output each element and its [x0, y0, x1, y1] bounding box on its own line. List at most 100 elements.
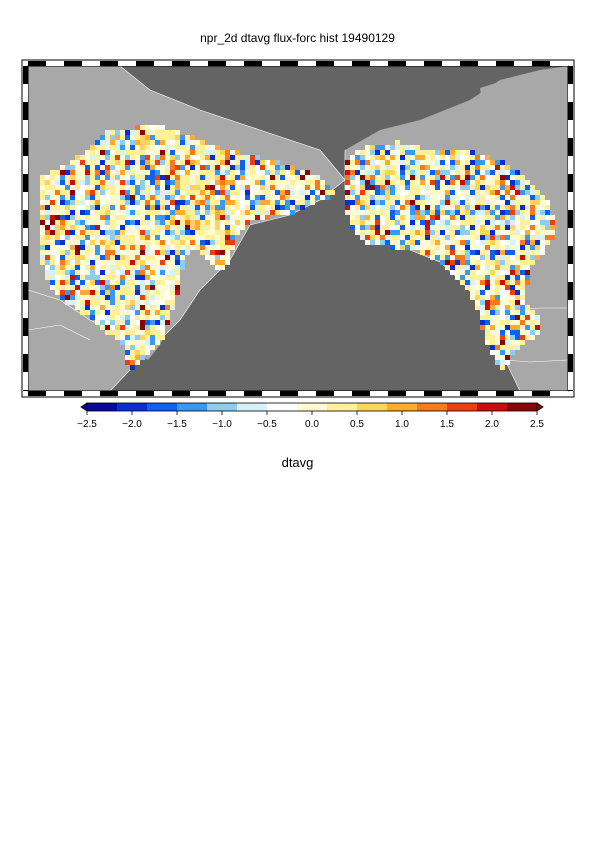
grid-cell	[60, 190, 65, 195]
grid-cell	[170, 230, 175, 235]
grid-cell	[500, 205, 505, 210]
grid-cell	[40, 225, 45, 230]
colorbar-max-arrow	[536, 402, 544, 412]
grid-cell	[510, 275, 515, 280]
grid-cell	[65, 280, 70, 285]
grid-cell	[85, 195, 90, 200]
grid-cell	[120, 325, 125, 330]
grid-cell	[145, 190, 150, 195]
grid-cell	[150, 135, 155, 140]
grid-cell	[115, 265, 120, 270]
grid-cell	[280, 165, 285, 170]
grid-cell	[460, 175, 465, 180]
grid-cell	[210, 220, 215, 225]
grid-cell	[255, 190, 260, 195]
grid-cell	[520, 205, 525, 210]
grid-cell	[60, 175, 65, 180]
grid-cell	[505, 215, 510, 220]
grid-cell	[360, 205, 365, 210]
grid-cell	[80, 160, 85, 165]
grid-cell	[530, 235, 535, 240]
grid-cell	[440, 180, 445, 185]
grid-cell	[420, 205, 425, 210]
grid-cell	[490, 180, 495, 185]
grid-cell	[45, 205, 50, 210]
grid-cell	[190, 195, 195, 200]
grid-cell	[490, 200, 495, 205]
grid-cell	[175, 145, 180, 150]
grid-cell	[345, 180, 350, 185]
grid-cell	[515, 295, 520, 300]
grid-cell	[95, 195, 100, 200]
grid-cell	[90, 175, 95, 180]
grid-cell	[535, 215, 540, 220]
grid-cell	[515, 285, 520, 290]
grid-cell	[430, 230, 435, 235]
grid-cell	[185, 145, 190, 150]
grid-cell	[455, 200, 460, 205]
grid-cell	[95, 315, 100, 320]
grid-cell	[450, 230, 455, 235]
grid-cell	[45, 245, 50, 250]
grid-cell	[500, 280, 505, 285]
grid-cell	[245, 175, 250, 180]
grid-cell	[515, 300, 520, 305]
grid-cell	[505, 290, 510, 295]
grid-cell	[525, 220, 530, 225]
grid-cell	[140, 125, 145, 130]
grid-cell	[455, 270, 460, 275]
frame-tick	[244, 391, 262, 396]
grid-cell	[475, 200, 480, 205]
grid-cell	[140, 300, 145, 305]
frame-tick	[23, 210, 28, 228]
grid-cell	[70, 200, 75, 205]
grid-cell	[70, 235, 75, 240]
grid-cell	[185, 190, 190, 195]
grid-cell	[465, 250, 470, 255]
grid-cell	[370, 235, 375, 240]
grid-cell	[300, 205, 305, 210]
frame-tick	[172, 391, 190, 396]
grid-cell	[420, 170, 425, 175]
grid-cell	[55, 230, 60, 235]
grid-cell	[135, 220, 140, 225]
grid-cell	[490, 325, 495, 330]
grid-cell	[175, 290, 180, 295]
grid-cell	[110, 300, 115, 305]
grid-cell	[100, 245, 105, 250]
grid-cell	[475, 235, 480, 240]
grid-cell	[290, 170, 295, 175]
grid-cell	[135, 300, 140, 305]
frame-tick	[23, 156, 28, 174]
grid-cell	[180, 195, 185, 200]
grid-cell	[60, 235, 65, 240]
grid-cell	[80, 210, 85, 215]
grid-cell	[125, 200, 130, 205]
grid-cell	[50, 255, 55, 260]
grid-cell	[500, 180, 505, 185]
grid-cell	[195, 145, 200, 150]
grid-cell	[130, 215, 135, 220]
grid-cell	[535, 255, 540, 260]
grid-cell	[225, 185, 230, 190]
grid-cell	[135, 360, 140, 365]
grid-cell	[140, 235, 145, 240]
grid-cell	[155, 305, 160, 310]
grid-cell	[120, 285, 125, 290]
grid-cell	[535, 230, 540, 235]
grid-cell	[85, 245, 90, 250]
grid-cell	[500, 225, 505, 230]
grid-cell	[55, 260, 60, 265]
grid-cell	[50, 280, 55, 285]
grid-cell	[120, 220, 125, 225]
grid-cell	[130, 320, 135, 325]
grid-cell	[80, 200, 85, 205]
grid-cell	[475, 180, 480, 185]
grid-cell	[225, 195, 230, 200]
grid-cell	[235, 200, 240, 205]
grid-cell	[250, 180, 255, 185]
grid-cell	[120, 215, 125, 220]
grid-cell	[150, 140, 155, 145]
grid-cell	[510, 295, 515, 300]
grid-cell	[315, 180, 320, 185]
